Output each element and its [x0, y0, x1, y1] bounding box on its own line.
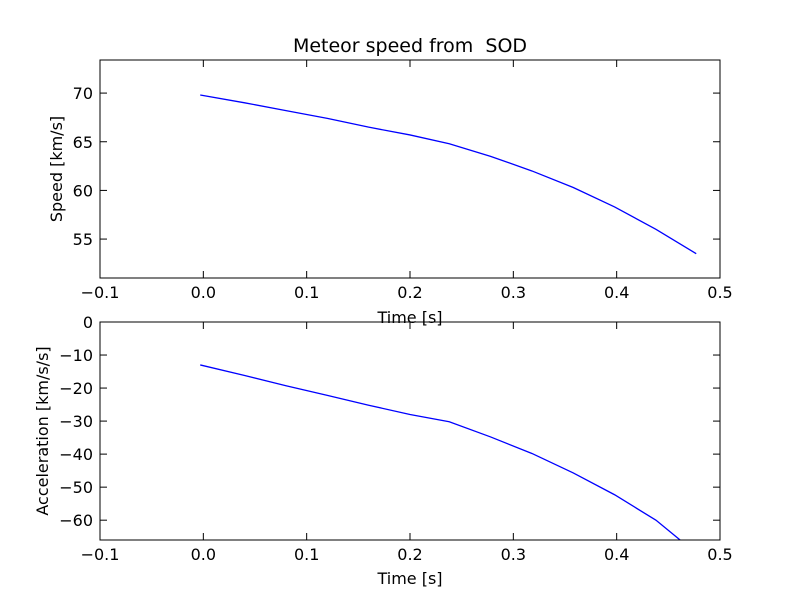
acceleration-x-tick-label: −0.1: [81, 545, 120, 564]
acceleration-y-tick-label: −10: [59, 346, 93, 365]
speed-y-tick-label: 70: [73, 84, 93, 103]
speed-y-axis-label: Speed [km/s]: [47, 116, 66, 222]
speed-x-tick-label: −0.1: [81, 283, 120, 302]
speed-x-tick-label: 0.3: [501, 283, 526, 302]
speed-y-tick-label: 60: [73, 181, 93, 200]
acceleration-x-tick-label: 0.0: [191, 545, 216, 564]
acceleration-x-tick-label: 0.3: [501, 545, 526, 564]
acceleration-x-tick-label: 0.5: [707, 545, 732, 564]
speed-x-tick-label: 0.5: [707, 283, 732, 302]
acceleration-panel: −0.1 0.0 0.1 0.2 0.3 0.4 0.5 −60 −50 −40 −30 −20 −10…: [33, 313, 733, 588]
acceleration-x-axis-label: Time [s]: [376, 569, 442, 588]
speed-x-tick-label: 0.2: [397, 283, 422, 302]
acceleration-y-tick-label: −40: [59, 445, 93, 464]
acceleration-series-line: [200, 364, 682, 540]
acceleration-y-axis-label: Acceleration [km/s/s]: [33, 346, 52, 515]
speed-series-line: [200, 94, 697, 255]
acceleration-axes-frame: [99, 321, 721, 541]
acceleration-y-tick-label: −50: [59, 478, 93, 497]
speed-y-tick-label: 65: [73, 133, 93, 152]
speed-x-tick-label: 0.0: [191, 283, 216, 302]
acceleration-y-tick-label: −60: [59, 511, 93, 530]
speed-y-tick-label: 55: [73, 230, 93, 249]
acceleration-y-tick-label: −30: [59, 412, 93, 431]
speed-x-tick-label: 0.1: [294, 283, 319, 302]
acceleration-x-tick-label: 0.4: [604, 545, 629, 564]
acceleration-y-tick-label: 0: [83, 313, 93, 332]
acceleration-x-tick-label: 0.2: [397, 545, 422, 564]
speed-axes-frame: [99, 59, 721, 279]
acceleration-y-tick-label: −20: [59, 379, 93, 398]
speed-chart-title: Meteor speed from SOD: [293, 35, 527, 57]
speed-x-tick-label: 0.4: [604, 283, 629, 302]
acceleration-x-tick-label: 0.1: [294, 545, 319, 564]
